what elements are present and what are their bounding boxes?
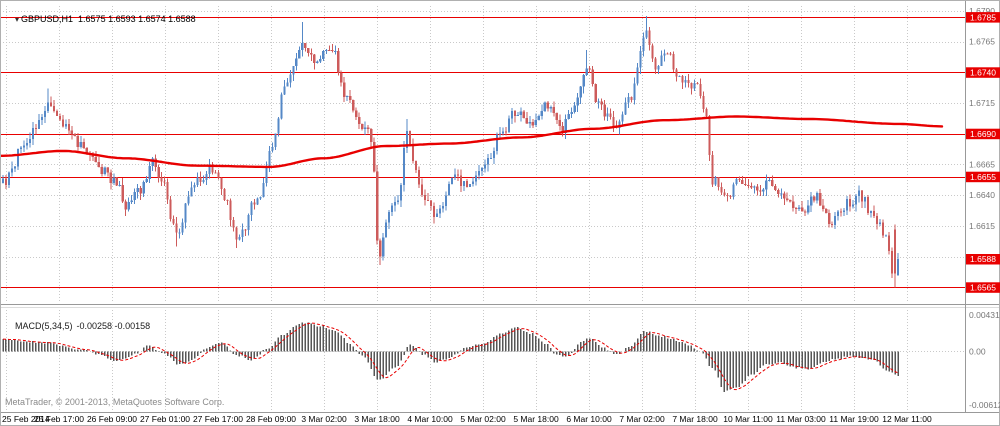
svg-text:25 Feb 17:00: 25 Feb 17:00 (34, 414, 84, 424)
svg-text:27 Feb 17:00: 27 Feb 17:00 (193, 414, 243, 424)
svg-text:3 Mar 02:00: 3 Mar 02:00 (301, 414, 347, 424)
svg-text:26 Feb 09:00: 26 Feb 09:00 (87, 414, 137, 424)
level-price-badge (966, 12, 1000, 23)
horizontal-level-lines[interactable] (0, 17, 965, 288)
level-price-badge (966, 171, 1000, 183)
svg-text:5 Mar 02:00: 5 Mar 02:00 (460, 414, 506, 424)
svg-text:27 Feb 01:00: 27 Feb 01:00 (140, 414, 190, 424)
svg-text:1.6765: 1.6765 (969, 37, 995, 47)
level-price-badge (966, 282, 1000, 293)
panel-separator[interactable] (0, 303, 1000, 309)
svg-text:11 Mar 19:00: 11 Mar 19:00 (829, 414, 879, 424)
level-price-badge (966, 128, 1000, 140)
current-price-badge (966, 254, 1000, 265)
svg-text:5 Mar 18:00: 5 Mar 18:00 (513, 414, 559, 424)
svg-text:1.6740: 1.6740 (970, 68, 996, 78)
svg-text:1.6565: 1.6565 (970, 282, 996, 292)
svg-text:1.6790: 1.6790 (969, 6, 995, 16)
svg-text:10 Mar 11:00: 10 Mar 11:00 (723, 414, 773, 424)
svg-text:-0.00612: -0.00612 (969, 400, 1000, 410)
svg-text:25 Feb 2014: 25 Feb 2014 (2, 414, 50, 424)
macd-axis[interactable]: 0.00431 0.00 -0.00612 (969, 310, 1000, 410)
moving-average-line (0, 115, 944, 169)
svg-text:1.6655: 1.6655 (970, 172, 996, 182)
price-axis[interactable]: 1.6790 1.6765 1.6715 1.6665 1.6640 1.6615 (969, 6, 995, 231)
macd-signal-line (2, 322, 899, 391)
svg-text:1.6665: 1.6665 (969, 159, 995, 169)
svg-text:3 Mar 18:00: 3 Mar 18:00 (354, 414, 400, 424)
svg-text:6 Mar 10:00: 6 Mar 10:00 (566, 414, 612, 424)
svg-text:1.6588: 1.6588 (970, 254, 996, 264)
svg-text:1.6615: 1.6615 (969, 221, 995, 231)
svg-text:7 Mar 02:00: 7 Mar 02:00 (619, 414, 665, 424)
svg-text:0.00: 0.00 (969, 346, 986, 356)
svg-text:4 Mar 10:00: 4 Mar 10:00 (407, 414, 453, 424)
svg-text:0.00431: 0.00431 (969, 310, 1000, 320)
svg-text:1.6785: 1.6785 (970, 12, 996, 22)
panel-borders (0, 0, 1000, 413)
svg-text:11 Mar 03:00: 11 Mar 03:00 (776, 414, 826, 424)
svg-text:28 Feb 09:00: 28 Feb 09:00 (246, 414, 296, 424)
price-badges: 1.6785 1.6740 1.6690 1.6655 1.6565 1.6588 (966, 12, 1000, 293)
svg-text:1.6640: 1.6640 (969, 190, 995, 200)
svg-text:1.6690: 1.6690 (970, 129, 996, 139)
svg-text:1.6715: 1.6715 (969, 98, 995, 108)
svg-text:12 Mar 11:00: 12 Mar 11:00 (882, 414, 932, 424)
svg-text:7 Mar 18:00: 7 Mar 18:00 (672, 414, 718, 424)
candlestick-series (1, 15, 900, 288)
level-price-badge (966, 67, 1000, 78)
